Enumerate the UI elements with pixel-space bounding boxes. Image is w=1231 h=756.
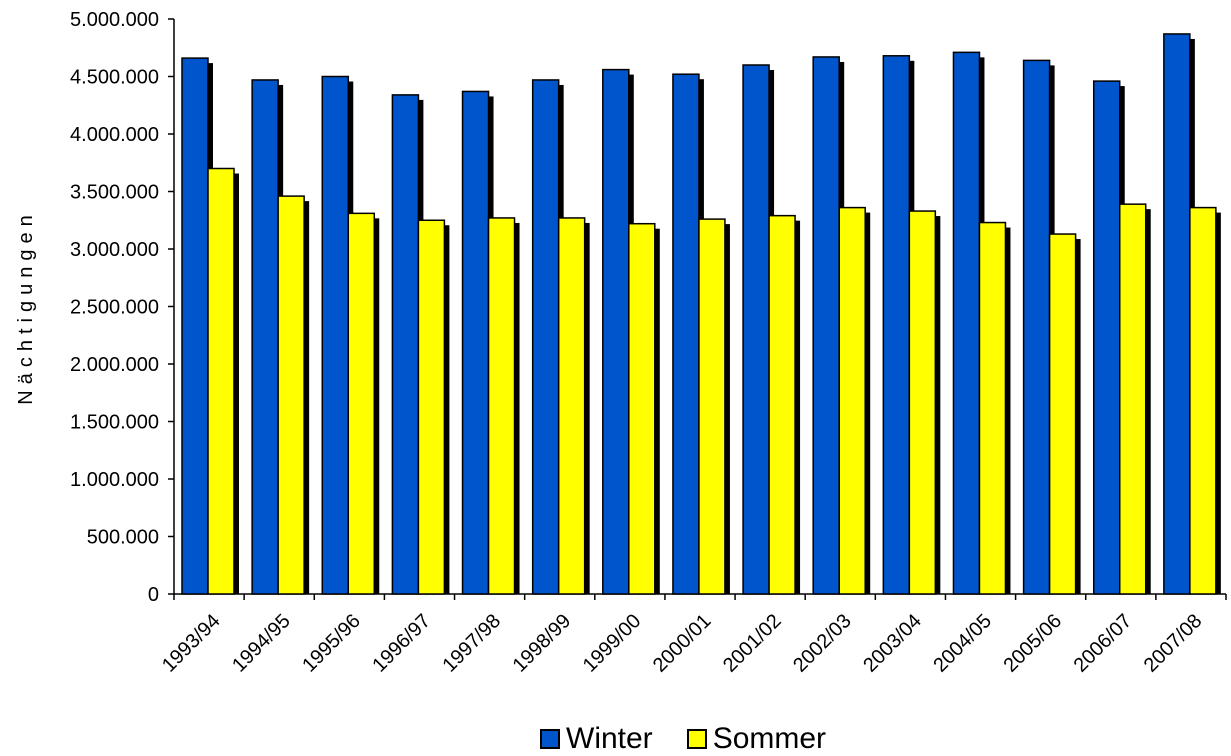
y-axis-label: Nächtigungen xyxy=(15,209,37,404)
legend-item-winter: Winter xyxy=(540,722,653,756)
y-tick-label: 1.000.000 xyxy=(70,469,159,491)
x-tick-label: 1996/97 xyxy=(368,610,435,677)
bar-sommer xyxy=(1189,206,1217,595)
bar-winter xyxy=(812,56,840,595)
bar-sommer xyxy=(978,221,1007,595)
x-tick-label: 2007/08 xyxy=(1140,610,1207,677)
bar-winter xyxy=(602,68,630,595)
bar-sommer xyxy=(768,214,796,595)
x-tick-label: 2002/03 xyxy=(789,610,856,677)
x-tick-label: 2004/05 xyxy=(929,610,996,677)
bar-winter xyxy=(672,73,700,595)
y-tick-label: 4.500.000 xyxy=(70,67,159,89)
bar-winter xyxy=(181,57,209,595)
legend: Winter Sommer xyxy=(540,722,860,756)
y-tick-label: 4.000.000 xyxy=(70,124,159,146)
legend-swatch-winter xyxy=(540,729,560,749)
bar-sommer xyxy=(417,219,446,595)
bar-sommer xyxy=(347,212,376,595)
bar-winter xyxy=(1022,59,1051,595)
legend-item-sommer: Sommer xyxy=(686,722,827,756)
bar-winter xyxy=(742,64,770,595)
bar-winter xyxy=(461,90,490,595)
y-tick-label: 3.500.000 xyxy=(70,182,159,204)
y-tick-label: 2.000.000 xyxy=(70,354,159,376)
y-tick-label: 0 xyxy=(148,584,159,606)
bar-sommer xyxy=(557,217,586,595)
x-tick-label: 1995/96 xyxy=(298,610,365,677)
bar-winter xyxy=(251,79,279,595)
bar-sommer xyxy=(838,206,866,595)
legend-label-sommer: Sommer xyxy=(712,722,827,755)
bar-winter xyxy=(321,75,350,595)
y-tick-label: 1.500.000 xyxy=(70,412,159,434)
y-axis: 0 500.000 1.000.000 1.500.000 2.000.000 2.500… xyxy=(70,9,175,606)
bar-winter xyxy=(882,55,911,595)
bar-sommer xyxy=(908,210,937,595)
x-tick-label: 2006/07 xyxy=(1070,610,1137,677)
x-axis: 1993/94 1994/95 1995/96 1996/97 1997/98 1998/… xyxy=(158,593,1227,677)
y-tick-label: 500.000 xyxy=(87,527,159,549)
y-tick-label: 5.000.000 xyxy=(70,9,159,31)
x-tick-label: 2001/02 xyxy=(719,610,786,677)
x-tick-label: 1998/99 xyxy=(509,610,576,677)
x-tick-label: 2003/04 xyxy=(859,610,926,677)
bar-winter xyxy=(952,51,981,595)
bar-sommer xyxy=(698,218,726,595)
y-tick-label: 2.500.000 xyxy=(70,297,159,319)
bar-sommer xyxy=(207,167,235,595)
bar-winter xyxy=(391,94,420,595)
legend-swatch-sommer xyxy=(686,729,707,749)
y-tick-label: 3.000.000 xyxy=(70,239,159,261)
bar-sommer xyxy=(1048,233,1077,595)
bar-winter xyxy=(1163,33,1191,595)
legend-label-winter: Winter xyxy=(566,722,653,755)
bar-sommer xyxy=(628,222,656,595)
bar-sommer xyxy=(1118,203,1147,595)
bar-sommer xyxy=(277,195,305,595)
bars xyxy=(181,33,1221,595)
bar-winter xyxy=(1092,80,1121,595)
x-tick-label: 1994/95 xyxy=(228,610,295,677)
x-tick-label: 2005/06 xyxy=(1000,610,1067,677)
x-tick-label: 1993/94 xyxy=(158,610,225,677)
x-tick-label: 2000/01 xyxy=(649,610,716,677)
x-tick-label: 1997/98 xyxy=(438,610,505,677)
bar-sommer xyxy=(487,217,516,595)
bar-winter xyxy=(531,79,560,595)
x-tick-label: 1999/00 xyxy=(579,610,646,677)
